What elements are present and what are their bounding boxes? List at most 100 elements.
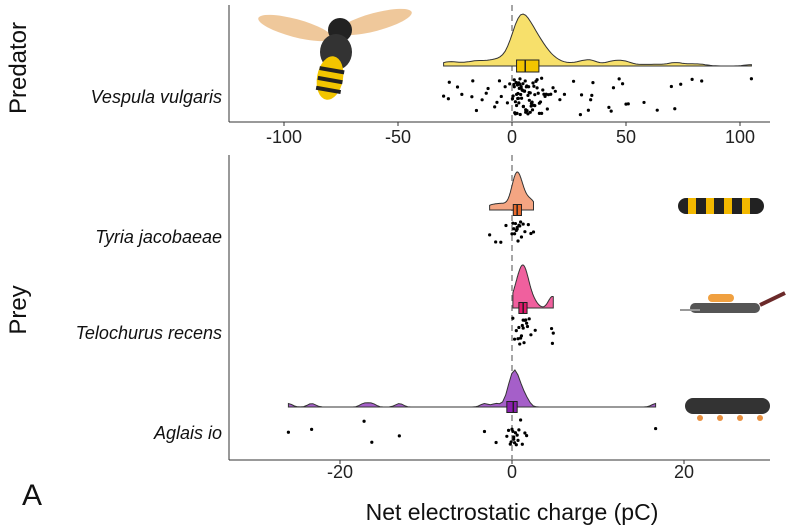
data-point <box>486 86 490 91</box>
data-point <box>505 434 509 438</box>
data-point <box>508 82 512 86</box>
illustrations <box>258 8 786 421</box>
data-point <box>669 84 673 89</box>
data-point <box>586 108 590 112</box>
x-tick-label: 50 <box>616 127 636 147</box>
data-point <box>531 81 535 85</box>
data-point <box>520 442 524 446</box>
data-point <box>517 428 521 432</box>
species-label: Tyria jacobaeae <box>95 227 222 247</box>
data-point <box>516 96 520 101</box>
data-point <box>516 239 520 243</box>
data-point <box>571 79 576 83</box>
data-point <box>516 438 520 442</box>
data-point <box>521 222 525 226</box>
data-point <box>515 433 519 437</box>
data-point <box>517 325 521 330</box>
data-point <box>497 79 502 83</box>
data-point <box>482 429 487 434</box>
x-tick-label: 100 <box>725 127 755 147</box>
data-point <box>512 232 517 236</box>
data-point <box>471 79 475 83</box>
data-point <box>511 94 515 98</box>
data-point <box>518 77 522 81</box>
data-point <box>525 84 529 88</box>
data-point <box>503 85 507 89</box>
data-point <box>447 80 451 84</box>
data-point <box>519 235 524 239</box>
data-point <box>527 317 531 321</box>
data-point <box>484 91 488 95</box>
data-point <box>611 86 616 90</box>
data-point <box>512 227 516 231</box>
box <box>516 59 540 73</box>
data-point <box>533 93 537 97</box>
data-point <box>488 233 492 237</box>
data-point <box>590 93 594 97</box>
data-point <box>493 105 497 109</box>
data-point <box>499 240 503 244</box>
data-point <box>522 341 526 345</box>
data-point <box>505 101 510 105</box>
x-tick-label: 0 <box>507 127 517 147</box>
data-point <box>690 77 694 81</box>
data-point <box>545 107 549 111</box>
data-point <box>512 435 516 439</box>
data-point <box>551 331 555 335</box>
data-point <box>513 100 518 104</box>
data-point <box>514 80 518 85</box>
data-point <box>525 324 530 329</box>
data-point <box>541 88 545 92</box>
data-point <box>526 223 530 227</box>
data-point <box>642 100 646 105</box>
data-point <box>519 334 524 338</box>
aglais-caterpillar-illustration <box>685 398 770 421</box>
data-point <box>523 79 527 83</box>
data-point <box>519 92 523 97</box>
data-point <box>529 101 533 105</box>
data-point <box>528 110 532 114</box>
data-point <box>515 111 519 115</box>
data-point <box>535 78 539 82</box>
box <box>506 401 518 413</box>
data-point <box>495 100 499 104</box>
data-point <box>558 98 562 102</box>
data-point <box>480 98 484 102</box>
data-point <box>550 341 555 345</box>
data-point <box>511 221 515 225</box>
data-point <box>537 111 541 115</box>
data-point <box>506 428 511 432</box>
species-label: Aglais io <box>153 423 222 443</box>
data-point <box>578 113 583 117</box>
data-point <box>562 92 567 96</box>
data-point <box>512 337 517 341</box>
data-point <box>553 89 557 93</box>
data-point <box>540 76 544 80</box>
data-point <box>516 337 520 341</box>
data-point <box>607 105 611 109</box>
data-point <box>626 102 630 106</box>
plots: -100 -50 0 50 100 Vespula vulgaris -20 0 20 Tyria… <box>76 5 770 482</box>
data-point <box>521 82 525 86</box>
data-point <box>549 92 553 96</box>
data-point <box>524 108 528 112</box>
data-point <box>513 431 518 435</box>
data-point <box>524 318 528 322</box>
data-point <box>504 223 508 228</box>
data-point <box>455 85 460 89</box>
data-point <box>286 430 290 434</box>
data-point <box>362 419 366 423</box>
data-point <box>516 91 520 96</box>
data-point <box>514 443 518 447</box>
data-point <box>510 232 514 236</box>
data-point <box>529 231 533 236</box>
data-point <box>591 81 595 85</box>
x-tick-label: -100 <box>266 127 302 147</box>
data-point <box>620 82 625 86</box>
data-point <box>522 89 527 93</box>
data-point <box>579 93 584 97</box>
data-point <box>540 111 544 115</box>
data-point <box>515 227 519 231</box>
tyria-caterpillar-illustration <box>678 198 764 214</box>
data-point <box>514 103 519 108</box>
